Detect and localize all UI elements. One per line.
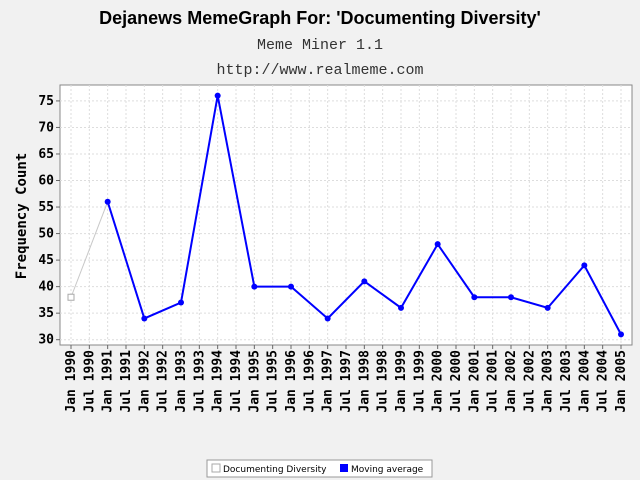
x-tick-label: Jul 2004 xyxy=(596,350,611,413)
x-tick-label: Jul 1995 xyxy=(266,350,281,413)
legend: Documenting Diversity Moving average xyxy=(206,459,433,478)
y-axis-ticks: 30 35 40 45 50 55 60 65 70 75 xyxy=(38,94,60,348)
chart-subtitle-2: http://www.realmeme.com xyxy=(216,62,423,79)
x-tick-label: Jan 1997 xyxy=(321,350,336,413)
y-tick-label: 75 xyxy=(38,94,54,109)
x-tick-label: Jan 2005 xyxy=(614,350,629,413)
x-tick-label: Jul 2000 xyxy=(449,350,464,413)
point-moving-average xyxy=(471,294,478,301)
y-tick-label: 55 xyxy=(38,200,54,215)
y-tick-label: 50 xyxy=(38,227,54,242)
legend-swatch-moving-average xyxy=(340,464,348,472)
x-tick-label: Jan 2002 xyxy=(504,350,519,413)
chart-subtitle-1: Meme Miner 1.1 xyxy=(257,37,383,54)
y-tick-label: 35 xyxy=(38,306,54,321)
point-moving-average xyxy=(214,92,221,99)
legend-box xyxy=(206,459,433,478)
x-tick-label: Jan 2000 xyxy=(431,350,446,413)
point-moving-average xyxy=(618,331,624,338)
point-moving-average xyxy=(324,315,331,322)
x-axis-ticks: Jan 1990 Jul 1990 Jan 1991 Jul 1991 Jan 1992… xyxy=(64,345,629,413)
y-tick-label: 45 xyxy=(38,253,54,268)
x-tick-label: Jan 2001 xyxy=(467,350,482,413)
x-tick-label: Jul 1999 xyxy=(412,350,427,413)
x-tick-label: Jan 1998 xyxy=(357,350,372,413)
series-line-documenting-diversity xyxy=(70,201,109,298)
x-tick-label: Jul 1998 xyxy=(376,350,391,413)
y-tick-label: 30 xyxy=(38,333,54,348)
point-documenting-diversity xyxy=(67,293,75,301)
grid xyxy=(60,85,632,345)
point-moving-average xyxy=(178,299,184,306)
point-moving-average xyxy=(508,294,514,301)
x-tick-label: Jul 1992 xyxy=(156,350,171,413)
x-tick-label: Jan 1993 xyxy=(174,350,189,413)
legend-swatch-documenting-diversity xyxy=(211,463,221,473)
x-tick-label: Jul 1993 xyxy=(192,350,207,413)
x-tick-label: Jul 2002 xyxy=(522,350,537,413)
point-moving-average xyxy=(398,304,404,311)
x-tick-label: Jul 2003 xyxy=(559,350,574,413)
x-tick-label: Jul 1991 xyxy=(119,350,134,413)
x-tick-label: Jan 2003 xyxy=(541,350,556,413)
x-tick-label: Jan 1995 xyxy=(247,350,262,413)
x-tick-label: Jul 1994 xyxy=(229,350,244,413)
x-tick-label: Jan 2004 xyxy=(577,350,592,413)
point-moving-average xyxy=(361,278,368,285)
legend-label-documenting-diversity: Documenting Diversity xyxy=(223,465,327,475)
y-tick-label: 65 xyxy=(38,147,54,162)
y-tick-label: 40 xyxy=(38,280,54,295)
x-tick-label: Jan 1999 xyxy=(394,350,409,413)
point-moving-average xyxy=(581,262,588,269)
y-tick-label: 60 xyxy=(38,174,54,189)
y-axis-label: Frequency Count xyxy=(14,153,30,279)
x-tick-label: Jul 1990 xyxy=(82,350,97,413)
x-tick-label: Jan 1990 xyxy=(64,350,79,413)
x-tick-label: Jul 1997 xyxy=(339,350,354,413)
x-tick-label: Jan 1996 xyxy=(284,350,299,413)
point-moving-average xyxy=(141,315,148,322)
x-tick-label: Jan 1994 xyxy=(211,350,226,413)
x-tick-label: Jul 2001 xyxy=(486,350,501,413)
legend-label-moving-average: Moving average xyxy=(351,465,424,475)
x-tick-label: Jan 1991 xyxy=(101,350,116,413)
x-tick-label: Jul 1996 xyxy=(302,350,317,413)
point-moving-average xyxy=(251,283,258,290)
point-moving-average xyxy=(434,241,441,248)
chart-title: Dejanews MemeGraph For: 'Documenting Div… xyxy=(99,8,541,28)
point-moving-average xyxy=(288,283,294,290)
point-moving-average xyxy=(544,304,551,311)
point-moving-average xyxy=(104,198,111,205)
x-tick-label: Jan 1992 xyxy=(137,350,152,413)
y-tick-label: 70 xyxy=(38,120,54,135)
series-layer xyxy=(67,92,624,338)
